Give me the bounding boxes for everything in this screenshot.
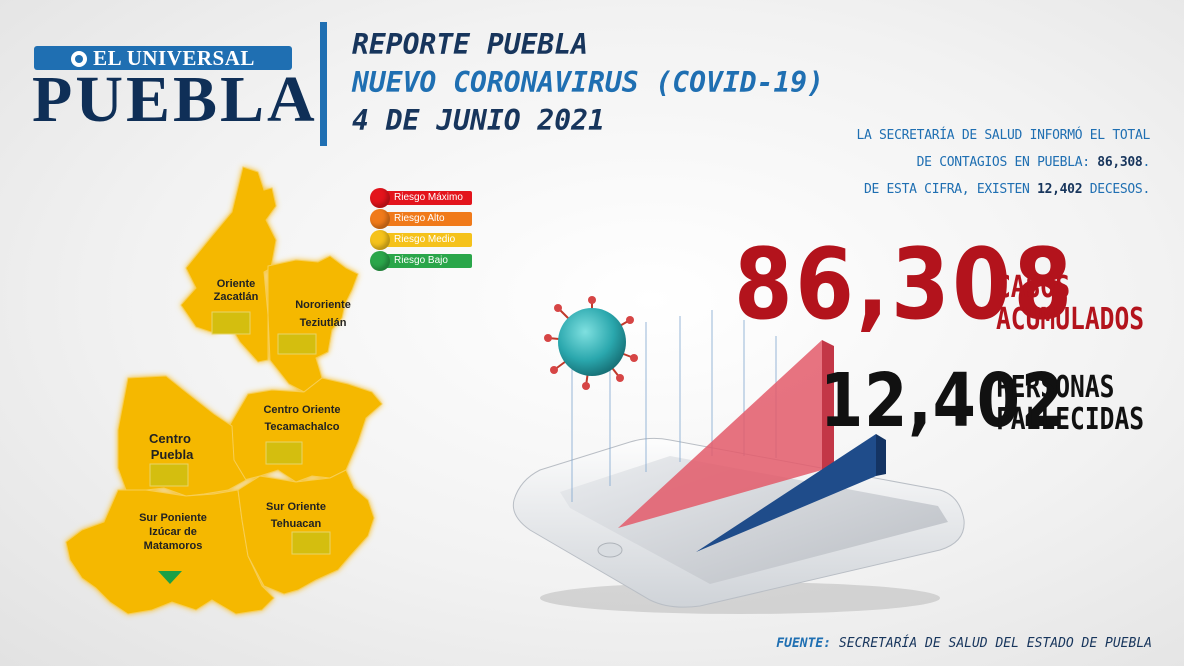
- info-line-3-text: DE ESTA CIFRA, EXISTEN: [863, 182, 1038, 197]
- region-status-box: [149, 463, 189, 487]
- info-text: LA SECRETARÍA DE SALUD INFORMÓ EL TOTAL …: [856, 122, 1150, 203]
- legend-riesgo-alto: Riesgo Alto: [370, 209, 472, 229]
- region-label: Teziutlán: [300, 317, 347, 329]
- region-sur-poniente: [65, 489, 275, 615]
- deaths-label-1: PERSONAS: [996, 370, 1115, 405]
- info-line-3-end: DECESOS.: [1082, 182, 1151, 197]
- info-line-1: LA SECRETARÍA DE SALUD INFORMÓ EL TOTAL: [856, 128, 1150, 143]
- legend-label: Riesgo Medio: [394, 234, 456, 245]
- region-label: Puebla: [151, 447, 194, 462]
- red-dot-icon: [370, 188, 390, 208]
- legend-label: Riesgo Alto: [394, 213, 445, 224]
- deaths-triangle-side: [876, 434, 886, 476]
- cases-label-1: CASOS: [996, 270, 1071, 305]
- region-label: Matamoros: [144, 540, 203, 552]
- source-note: FUENTE: SECRETARÍA DE SALUD DEL ESTADO D…: [776, 636, 1152, 651]
- region-status-box: [277, 333, 317, 355]
- region-label: Zacatlán: [214, 291, 259, 303]
- region-label: Tehuacan: [271, 518, 322, 530]
- region-status-box: [291, 531, 331, 555]
- legend-riesgo-maximo: Riesgo Máximo: [370, 188, 472, 208]
- cases-label-2: ACUMULADOS: [996, 302, 1145, 337]
- info-line-2-text: DE CONTAGIOS EN PUEBLA:: [916, 155, 1098, 170]
- region-label: Centro: [149, 431, 191, 446]
- cases-number: 86,308: [734, 228, 1075, 342]
- region-label: Sur Poniente: [139, 512, 207, 524]
- orange-dot-icon: [370, 209, 390, 229]
- info-line-2-end: .: [1142, 155, 1150, 170]
- virus-icon: [544, 296, 638, 390]
- legend-label: Riesgo Máximo: [394, 192, 463, 203]
- source-text: SECRETARÍA DE SALUD DEL ESTADO DE PUEBLA: [831, 636, 1152, 651]
- yellow-dot-icon: [370, 230, 390, 250]
- deaths-number: 12,402: [820, 358, 1065, 444]
- logo-top-text: EL UNIVERSAL: [93, 46, 255, 70]
- header-subtitle: NUEVO CORONAVIRUS (COVID-19): [352, 66, 825, 99]
- region-nororiente-teziutlan: [267, 255, 359, 393]
- region-label: Oriente: [217, 278, 256, 290]
- legend-label: Riesgo Bajo: [394, 255, 448, 266]
- deaths-label: PERSONAS FALLECIDAS: [996, 372, 1144, 436]
- legend-riesgo-medio: Riesgo Medio: [370, 230, 472, 250]
- tablet-home-button: [597, 542, 623, 558]
- region-status-box: [211, 311, 251, 335]
- source-prefix: FUENTE:: [776, 636, 832, 651]
- cases-label: CASOS ACUMULADOS: [996, 272, 1144, 336]
- header-date: 4 DE JUNIO 2021: [352, 104, 605, 137]
- region-label: Nororiente: [295, 299, 351, 311]
- info-cases-number: 86,308: [1097, 155, 1143, 170]
- region-label: Centro Oriente: [263, 404, 340, 416]
- cases-triangle-side: [822, 340, 834, 470]
- logo-main-text: PUEBLA: [32, 63, 318, 136]
- info-deaths-number: 12,402: [1037, 182, 1083, 197]
- tablet-illustration: [512, 296, 965, 614]
- region-label: Izúcar de: [149, 526, 197, 538]
- green-dot-icon: [370, 251, 390, 271]
- cases-triangle-bar: [618, 340, 822, 528]
- legend-riesgo-bajo: Riesgo Bajo: [370, 251, 472, 271]
- region-label: Sur Oriente: [266, 501, 326, 513]
- header-divider: [320, 22, 327, 146]
- header-title: REPORTE PUEBLA: [352, 28, 589, 61]
- region-status-box: [265, 441, 303, 465]
- logo-top-bar: EL UNIVERSAL: [34, 46, 292, 70]
- region-label: Tecamachalco: [264, 421, 339, 433]
- region-oriente-zacatlan: [180, 166, 277, 363]
- deaths-label-2: FALLECIDAS: [996, 402, 1145, 437]
- deaths-triangle-bar: [696, 434, 876, 552]
- down-trend-arrow-icon: [158, 571, 182, 584]
- info-line-2: DE CONTAGIOS EN PUEBLA: 86,308.: [856, 149, 1151, 176]
- info-line-3: DE ESTA CIFRA, EXISTEN 12,402 DECESOS.: [856, 176, 1150, 203]
- emblem-icon: [71, 50, 88, 67]
